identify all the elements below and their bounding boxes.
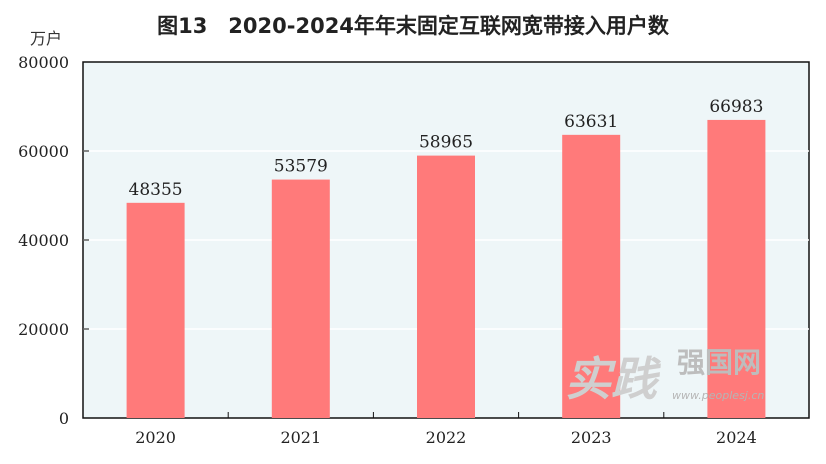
- y-tick-label: 60000: [18, 142, 69, 161]
- data-label: 63631: [564, 112, 618, 132]
- x-tick-label: 2023: [571, 428, 612, 447]
- watermark-url: www.peoplesj.cn: [672, 389, 764, 402]
- y-tick-label: 0: [59, 409, 69, 428]
- data-labels: 48355 53579 58965 63631 66983: [129, 97, 764, 200]
- data-label: 58965: [419, 133, 473, 153]
- watermark: 实践 强国网 www.peoplesj.cn: [565, 346, 764, 406]
- bar: [126, 202, 185, 418]
- bar: [417, 155, 475, 418]
- y-axis: 0 20000 40000 60000 80000: [18, 53, 89, 428]
- x-tick-label: 2024: [716, 428, 757, 447]
- bars: [126, 119, 766, 419]
- x-tick-label: 2021: [280, 428, 321, 447]
- data-label: 66983: [709, 97, 763, 117]
- bar: [562, 134, 621, 419]
- x-tick-label: 2020: [135, 428, 176, 447]
- chart-title: 图13 2020-2024年年末固定互联网宽带接入用户数: [157, 14, 670, 38]
- watermark-brand: 强国网: [677, 346, 761, 379]
- y-tick-label: 40000: [18, 231, 69, 250]
- y-tick-label: 80000: [18, 53, 69, 72]
- bar: [271, 179, 330, 418]
- data-label: 48355: [129, 180, 183, 200]
- x-axis: 2020 2021 2022 2023 2024: [135, 412, 757, 447]
- x-tick-label: 2022: [426, 428, 467, 447]
- bar: [707, 119, 766, 418]
- y-axis-unit: 万户: [30, 29, 62, 48]
- watermark-script: 实践: [565, 352, 661, 406]
- y-tick-label: 20000: [18, 320, 69, 339]
- data-label: 53579: [274, 157, 328, 177]
